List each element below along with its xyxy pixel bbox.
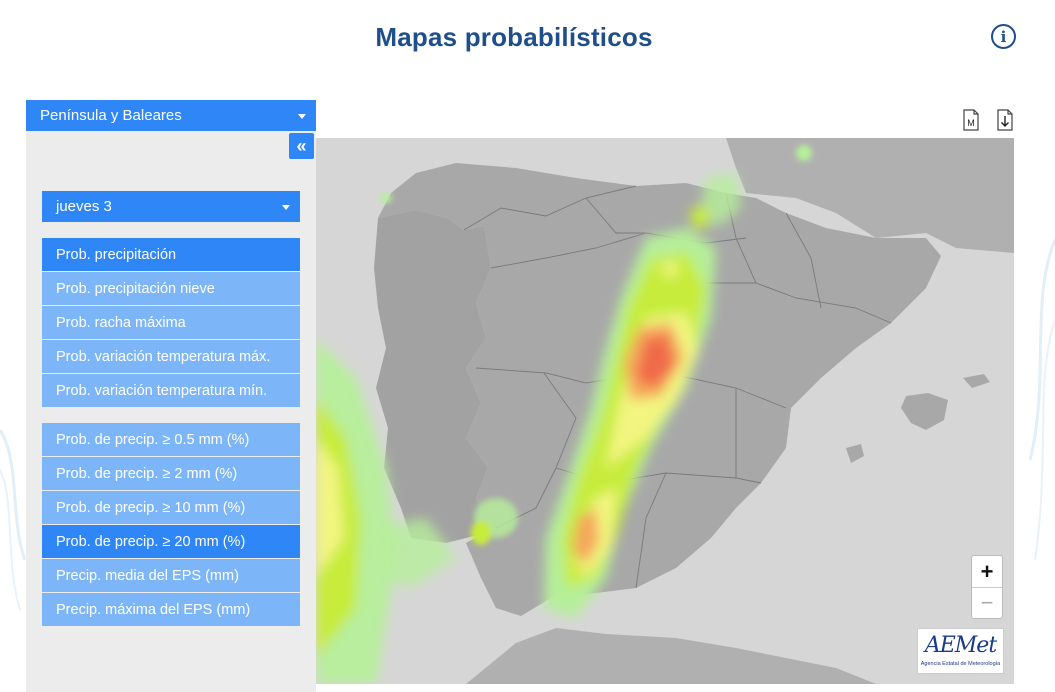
page-title: Mapas probabilísticos: [375, 22, 653, 52]
menu-secondary: Prob. de precip. ≥ 0.5 mm (%) Prob. de p…: [42, 423, 300, 627]
caret-down-icon: [282, 204, 290, 210]
menu-item-prob-racha[interactable]: Prob. racha máxima: [42, 306, 300, 339]
menu-item-precip-maxima[interactable]: Precip. máxima del EPS (mm): [42, 593, 300, 626]
menu-item-prob-temp-max[interactable]: Prob. variación temperatura máx.: [42, 340, 300, 373]
region-select-label: Península y Baleares: [40, 107, 182, 124]
collapse-sidebar-button[interactable]: «: [289, 133, 314, 159]
menorca-land: [963, 374, 990, 388]
region-borders: [463, 185, 892, 589]
mallorca-land: [901, 393, 948, 430]
menu-item-precip-2[interactable]: Prob. de precip. ≥ 2 mm (%): [42, 457, 300, 490]
probability-map[interactable]: [316, 138, 1014, 684]
france-land: [726, 138, 1014, 253]
africa-land: [466, 628, 876, 684]
aemet-logo-text: AEMet: [924, 633, 997, 658]
zoom-control: + −: [971, 555, 1003, 619]
menu-item-precip-05[interactable]: Prob. de precip. ≥ 0.5 mm (%): [42, 423, 300, 456]
precipitation-scatter: [380, 145, 812, 545]
menu-item-prob-temp-min[interactable]: Prob. variación temperatura mín.: [42, 374, 300, 407]
menu-item-precip-10[interactable]: Prob. de precip. ≥ 10 mm (%): [42, 491, 300, 524]
ibiza-land: [846, 444, 864, 463]
menu-item-precip-media[interactable]: Precip. media del EPS (mm): [42, 559, 300, 592]
portugal-land: [374, 210, 491, 543]
download-icon[interactable]: [996, 109, 1014, 131]
caret-down-icon: [298, 113, 306, 119]
menu-item-precip-20[interactable]: Prob. de precip. ≥ 20 mm (%): [42, 525, 300, 558]
zoom-in-button[interactable]: +: [980, 558, 994, 584]
map-document-icon[interactable]: M: [962, 109, 980, 131]
menu-item-prob-precipitacion[interactable]: Prob. precipitación: [42, 238, 300, 271]
day-select[interactable]: jueves 3: [42, 191, 300, 222]
precipitation-band: [544, 173, 741, 618]
info-icon[interactable]: i: [991, 24, 1016, 49]
aemet-logo[interactable]: AEMet Agencia Estatal de Meteorología: [917, 628, 1004, 674]
aemet-logo-subtitle: Agencia Estatal de Meteorología: [920, 661, 1001, 667]
menu-item-prob-nieve[interactable]: Prob. precipitación nieve: [42, 272, 300, 305]
precipitation-west: [316, 338, 456, 684]
zoom-out-button[interactable]: −: [972, 587, 1002, 618]
day-select-label: jueves 3: [56, 198, 112, 215]
region-select[interactable]: Península y Baleares: [26, 100, 316, 131]
map-canvas: [316, 138, 1014, 684]
map-document-label: M: [967, 118, 975, 128]
menu-primary: Prob. precipitación Prob. precipitación …: [42, 238, 300, 408]
